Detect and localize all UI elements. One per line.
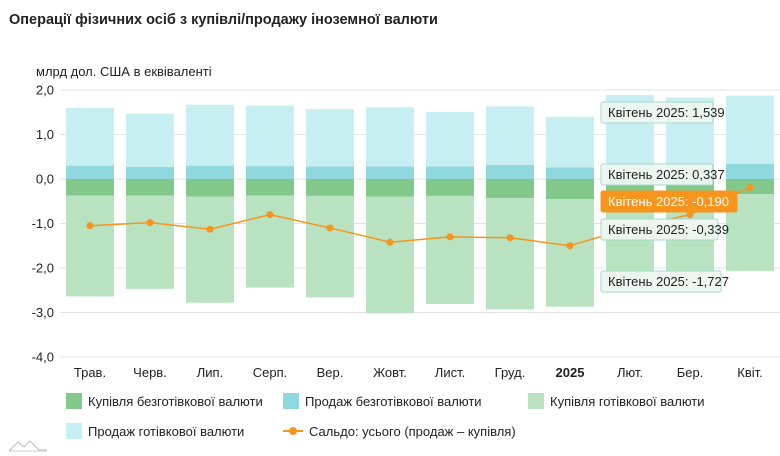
bar-purchase bbox=[306, 195, 354, 298]
tooltip-box bbox=[600, 101, 714, 124]
bar-purchase bbox=[246, 179, 294, 196]
bar-sale bbox=[306, 166, 354, 179]
x-tick-label: Лист. bbox=[435, 365, 465, 380]
y-tick-label: -4,0 bbox=[32, 350, 54, 365]
bar-sale bbox=[546, 116, 594, 168]
x-tick-label: 2025 bbox=[556, 365, 585, 380]
y-tick-label: -3,0 bbox=[32, 305, 54, 320]
x-tick-label: Жовт. bbox=[373, 365, 407, 380]
balance-point bbox=[746, 183, 754, 191]
bar-purchase bbox=[186, 196, 234, 303]
x-tick-label: Груд. bbox=[495, 365, 526, 380]
y-tick-label: -1,0 bbox=[32, 216, 54, 231]
bar-purchase bbox=[66, 179, 114, 196]
bar-purchase bbox=[426, 195, 474, 305]
x-tick-label: Квіт. bbox=[737, 365, 763, 380]
bar-purchase bbox=[126, 179, 174, 196]
x-tick-label: Лип. bbox=[197, 365, 223, 380]
bar-sale bbox=[486, 164, 534, 179]
balance-point bbox=[326, 224, 334, 232]
tooltip-text: Квітень 2025: -0,339 bbox=[608, 222, 729, 237]
y-tick-label: 0,0 bbox=[36, 172, 54, 187]
legend-item-cash-sale[interactable]: Продаж готівкової валюти bbox=[66, 423, 244, 439]
x-tick-label: Лют. bbox=[617, 365, 643, 380]
tooltip-text: Квітень 2025: 0,337 bbox=[608, 167, 725, 182]
bar-purchase bbox=[126, 195, 174, 289]
tooltip-text: Квітень 2025: 1,539 bbox=[608, 105, 725, 120]
bar-purchase bbox=[486, 198, 534, 310]
bar-sale bbox=[186, 165, 234, 179]
tooltip-box bbox=[600, 190, 738, 213]
bar-sale bbox=[186, 104, 234, 166]
balance-point bbox=[566, 242, 574, 250]
legend-swatch bbox=[528, 393, 544, 409]
legend-item-noncash-purchase[interactable]: Купівля безготівкової валюти bbox=[66, 393, 263, 409]
balance-point bbox=[386, 238, 394, 246]
legend-item-balance[interactable]: Сальдо: усього (продаж – купівля) bbox=[283, 423, 516, 439]
tooltip-text: Квітень 2025: -1,727 bbox=[608, 274, 729, 289]
bar-purchase bbox=[186, 179, 234, 197]
bar-purchase bbox=[546, 199, 594, 307]
bar-sale bbox=[66, 165, 114, 179]
x-tick-label: Бер. bbox=[677, 365, 704, 380]
x-tick-label: Черв. bbox=[133, 365, 167, 380]
bar-sale bbox=[126, 113, 174, 167]
tooltip-box bbox=[600, 270, 722, 293]
legend-item-noncash-sale[interactable]: Продаж безготівкової валюти bbox=[283, 393, 482, 409]
bar-sale bbox=[426, 166, 474, 179]
legend-swatch bbox=[283, 393, 299, 409]
balance-point bbox=[146, 219, 154, 227]
x-tick-label: Трав. bbox=[74, 365, 106, 380]
bar-purchase bbox=[366, 179, 414, 197]
legend-swatch bbox=[66, 423, 82, 439]
y-tick-label: 1,0 bbox=[36, 127, 54, 142]
y-axis-unit-label: млрд дол. США в еквіваленті bbox=[36, 64, 212, 79]
bar-sale bbox=[546, 167, 594, 179]
bar-sale bbox=[726, 164, 774, 179]
bar-sale bbox=[66, 107, 114, 166]
legend-line-swatch bbox=[283, 423, 303, 439]
y-tick-label: -2,0 bbox=[32, 261, 54, 276]
bar-sale bbox=[726, 95, 774, 165]
bar-sale bbox=[366, 166, 414, 179]
legend-swatch bbox=[66, 393, 82, 409]
x-tick-label: Вер. bbox=[317, 365, 344, 380]
bar-purchase bbox=[426, 179, 474, 196]
legend-label: Купівля готівкової валюти bbox=[550, 393, 705, 409]
bar-purchase bbox=[306, 179, 354, 196]
balance-point bbox=[506, 234, 514, 242]
bar-sale bbox=[366, 107, 414, 167]
x-tick-label: Серп. bbox=[253, 365, 288, 380]
tooltip-text: Квітень 2025: -0,190 bbox=[608, 194, 729, 209]
bar-purchase bbox=[246, 195, 294, 288]
balance-point bbox=[266, 211, 274, 219]
legend-label: Купівля безготівкової валюти bbox=[88, 393, 263, 409]
tooltip-box bbox=[600, 218, 719, 241]
bar-purchase bbox=[486, 179, 534, 199]
bar-purchase bbox=[366, 196, 414, 314]
bar-sale bbox=[246, 105, 294, 167]
bar-sale bbox=[486, 106, 534, 165]
balance-point bbox=[206, 225, 214, 233]
bar-sale bbox=[246, 166, 294, 179]
chart-title: Операції фізичних осіб з купівлі/продажу… bbox=[9, 12, 438, 28]
legend-label: Продаж безготівкової валюти bbox=[305, 393, 482, 409]
bar-sale bbox=[426, 111, 474, 167]
tooltip-box bbox=[600, 163, 714, 186]
balance-point bbox=[686, 211, 694, 219]
y-tick-label: 2,0 bbox=[36, 83, 54, 98]
legend-label: Продаж готівкової валюти bbox=[88, 423, 245, 439]
bar-purchase bbox=[66, 195, 114, 297]
bar-purchase bbox=[546, 179, 594, 200]
legend-item-cash-purchase[interactable]: Купівля готівкової валюти bbox=[528, 393, 705, 409]
bar-sale bbox=[306, 109, 354, 167]
balance-point bbox=[86, 222, 94, 230]
mountain-logo-icon bbox=[8, 440, 47, 452]
bar-sale bbox=[126, 166, 174, 179]
legend-label: Сальдо: усього (продаж – купівля) bbox=[309, 423, 516, 439]
balance-point bbox=[446, 233, 454, 241]
